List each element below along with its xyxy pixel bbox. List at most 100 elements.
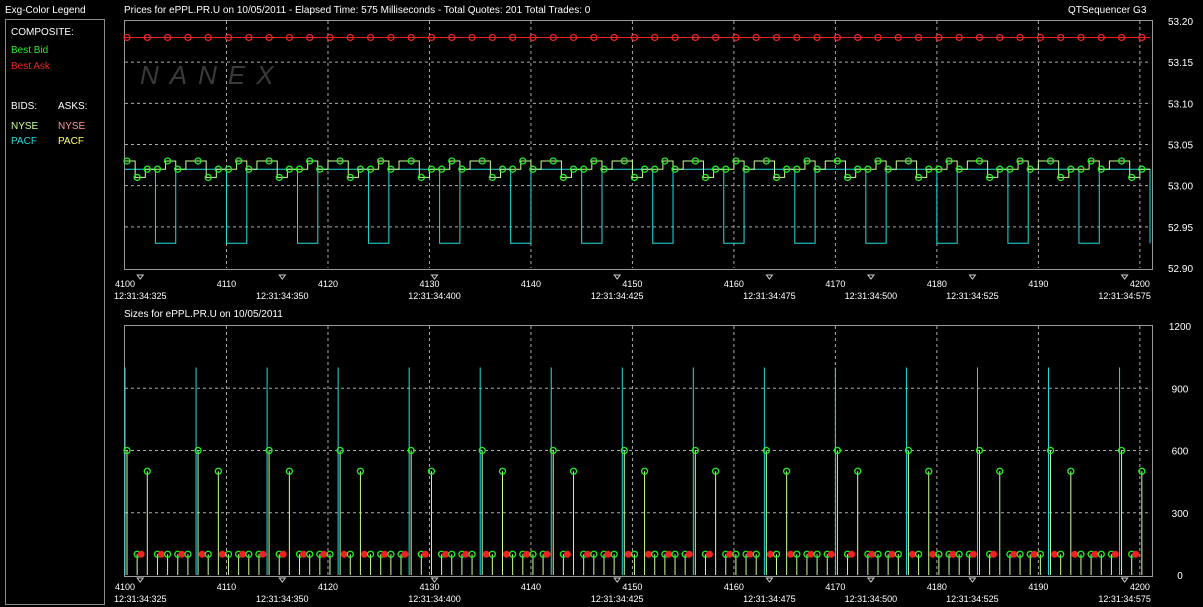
best-ask-size-point <box>604 550 612 558</box>
best-bid-point <box>377 157 385 165</box>
best-ask-size-point <box>482 550 490 558</box>
best-bid-point <box>914 173 923 182</box>
best-bid-point <box>174 165 182 173</box>
price-time-tick: 12:31:34:500 <box>845 291 898 301</box>
best-bid-point <box>975 157 984 165</box>
best-ask-size-point <box>929 550 937 558</box>
best-bid-size-point <box>184 550 192 558</box>
best-bid-point <box>651 165 659 173</box>
best-bid-point <box>224 165 233 173</box>
best-bid-size-point <box>975 446 984 455</box>
best-ask-point <box>1036 33 1045 42</box>
best-bid-point <box>925 165 933 173</box>
best-bid-size-point <box>1097 550 1105 558</box>
best-ask-size-point <box>239 550 247 558</box>
best-bid-point <box>1117 157 1126 165</box>
best-ask-point <box>245 33 253 42</box>
best-bid-size-point <box>123 446 131 455</box>
size-time-tick: 12:31:34:475 <box>743 594 796 604</box>
best-bid-size-point <box>488 550 496 558</box>
best-bid-point <box>356 165 365 173</box>
best-ask-size-point <box>381 550 389 558</box>
best-ask-size-point <box>259 550 267 558</box>
best-bid-size-point <box>610 550 618 558</box>
best-ask-size-point <box>279 550 287 558</box>
best-bid-point <box>1067 165 1075 173</box>
best-ask-point <box>224 33 233 42</box>
best-ask-point <box>508 33 517 42</box>
price-y-tick: 53.10 <box>1168 99 1193 110</box>
best-ask-point <box>833 33 842 42</box>
size-time-tick: 12:31:34:575 <box>1098 594 1151 604</box>
price-time-tick: 12:31:34:350 <box>256 291 309 301</box>
best-bid-point <box>711 165 720 173</box>
best-bid-size-point <box>1036 550 1045 558</box>
price-y-tick: 53.15 <box>1168 58 1193 69</box>
price-time-tick: 12:31:34:475 <box>743 291 796 301</box>
best-bid-size-point <box>326 550 334 558</box>
nanex-watermark: NANEX <box>140 60 285 90</box>
best-bid-size-point <box>1077 550 1085 558</box>
best-bid-point <box>793 165 801 173</box>
best-bid-size-point <box>914 550 923 558</box>
best-ask-size-point <box>1030 550 1038 558</box>
best-ask-size-point <box>1111 550 1119 558</box>
best-bid-size-point <box>833 446 842 455</box>
best-bid-point <box>1097 165 1105 173</box>
best-ask-size-point <box>300 550 308 558</box>
best-ask-point <box>326 33 334 42</box>
best-bid-point <box>843 173 852 182</box>
size-time-marker <box>1120 577 1129 583</box>
best-bid-size-point <box>366 550 375 558</box>
best-bid-point <box>640 165 649 173</box>
size-y-tick: 600 <box>1172 447 1189 458</box>
price-time-tick: 12:31:34:325 <box>114 291 167 301</box>
best-bid-point <box>387 165 395 173</box>
price-x-tick: 4180 <box>927 279 947 289</box>
best-bid-size-point <box>1057 550 1065 558</box>
best-bid-size-point <box>204 550 212 558</box>
size-x-tick: 4130 <box>419 582 439 592</box>
best-ask-size-point <box>766 550 774 558</box>
best-ask-point <box>366 33 375 42</box>
best-bid-point <box>854 165 862 173</box>
best-ask-point <box>1117 33 1126 42</box>
best-bid-point <box>813 165 821 173</box>
price-y-tick: 52.90 <box>1168 264 1193 275</box>
best-ask-point <box>163 33 172 42</box>
best-bid-point <box>955 165 963 173</box>
best-bid-size-point <box>448 550 456 558</box>
best-bid-point <box>874 157 882 165</box>
legend-bid-pacf: PACF <box>11 136 37 147</box>
best-ask-point <box>813 33 821 42</box>
best-bid-size-point <box>752 550 760 558</box>
best-bid-size-point <box>569 467 578 475</box>
best-bid-point <box>559 173 568 182</box>
price-time-marker <box>613 274 622 280</box>
best-bid-size-point <box>346 550 354 558</box>
best-bid-point <box>803 157 811 165</box>
best-bid-point <box>366 165 375 173</box>
price-y-tick: 53.05 <box>1168 141 1193 152</box>
best-bid-point <box>1087 157 1095 165</box>
best-bid-point <box>508 165 517 173</box>
best-bid-size-point <box>143 467 151 475</box>
sizes-title: Sizes for ePPL.PR.U on 10/05/2011 <box>124 309 283 320</box>
best-bid-point <box>529 165 537 173</box>
best-bid-size-point <box>691 446 699 455</box>
best-ask-point <box>914 33 923 42</box>
best-bid-size-point <box>874 550 882 558</box>
size-time-marker <box>613 577 622 583</box>
best-bid-point <box>498 165 507 173</box>
best-bid-point <box>478 157 486 165</box>
best-bid-size-point <box>356 467 365 475</box>
price-time-tick: 12:31:34:575 <box>1098 291 1151 301</box>
price-x-tick: 4140 <box>521 279 541 289</box>
price-x-tick: 4120 <box>318 279 338 289</box>
price-time-marker <box>968 274 977 280</box>
best-bid-point <box>285 165 294 173</box>
price-x-tick: 4100 <box>115 279 135 289</box>
best-ask-size-point <box>502 550 510 558</box>
best-ask-point <box>651 33 659 42</box>
best-bid-point <box>265 157 273 165</box>
